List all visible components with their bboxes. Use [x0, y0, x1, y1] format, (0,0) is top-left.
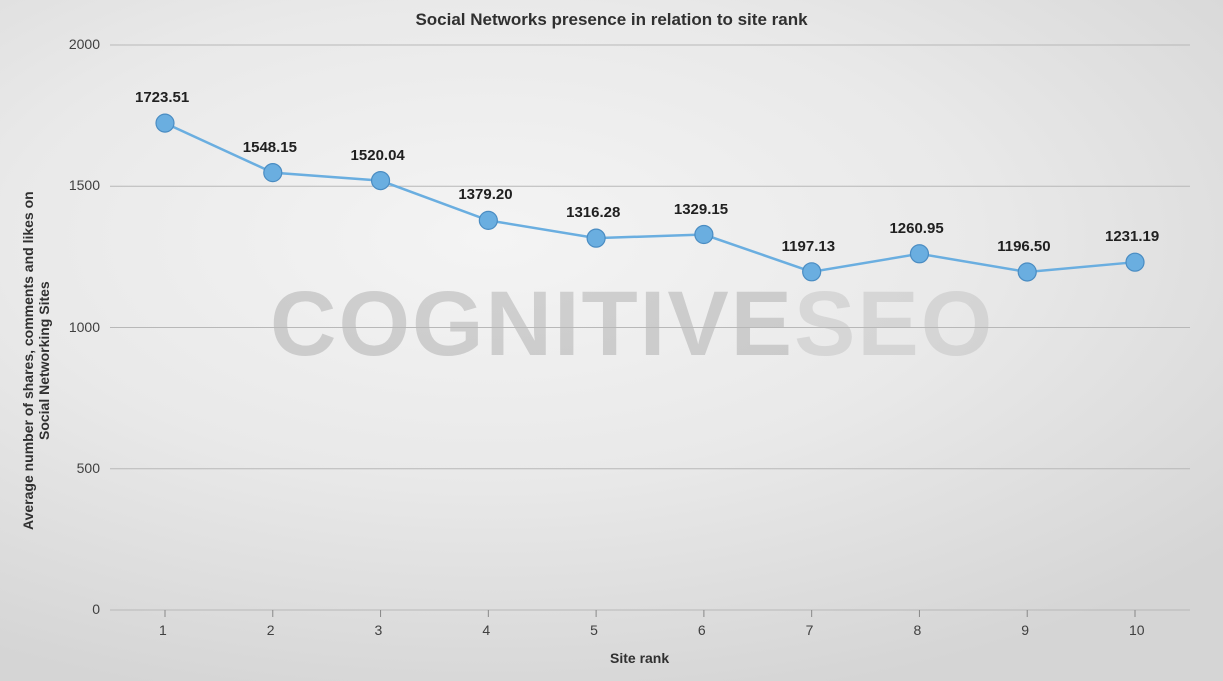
data-label: 1196.50	[997, 238, 1050, 255]
data-label: 1260.95	[889, 220, 943, 237]
data-label: 1548.15	[243, 139, 297, 156]
y-tick-label: 500	[77, 460, 100, 476]
data-label: 1723.51	[135, 89, 189, 106]
x-axis-title: Site rank	[610, 650, 669, 666]
y-axis-title-line1: Average number of shares, comments and l…	[20, 191, 36, 530]
data-label: 1197.13	[782, 238, 835, 255]
y-axis-title: Average number of shares, comments and l…	[20, 191, 52, 530]
x-tick-label: 9	[1021, 622, 1029, 638]
y-axis-title-line2: Social Networking Sites	[36, 281, 52, 440]
data-label: 1329.15	[674, 201, 728, 218]
data-label: 1231.19	[1105, 228, 1159, 245]
x-tick-label: 4	[482, 622, 490, 638]
x-tick-label: 8	[913, 622, 921, 638]
y-tick-label: 2000	[69, 36, 100, 52]
x-tick-label: 1	[159, 622, 167, 638]
data-label: 1379.20	[458, 186, 512, 203]
data-label: 1520.04	[351, 147, 405, 164]
y-tick-label: 1000	[69, 319, 100, 335]
x-tick-label: 10	[1129, 622, 1145, 638]
y-tick-label: 0	[92, 601, 100, 617]
x-tick-label: 7	[806, 622, 814, 638]
x-tick-label: 6	[698, 622, 706, 638]
x-tick-label: 3	[375, 622, 383, 638]
x-tick-label: 2	[267, 622, 275, 638]
chart-container: COGNITIVESEO Social Networks presence in…	[0, 0, 1223, 681]
x-tick-label: 5	[590, 622, 598, 638]
data-label: 1316.28	[566, 204, 620, 221]
y-tick-label: 1500	[69, 177, 100, 193]
